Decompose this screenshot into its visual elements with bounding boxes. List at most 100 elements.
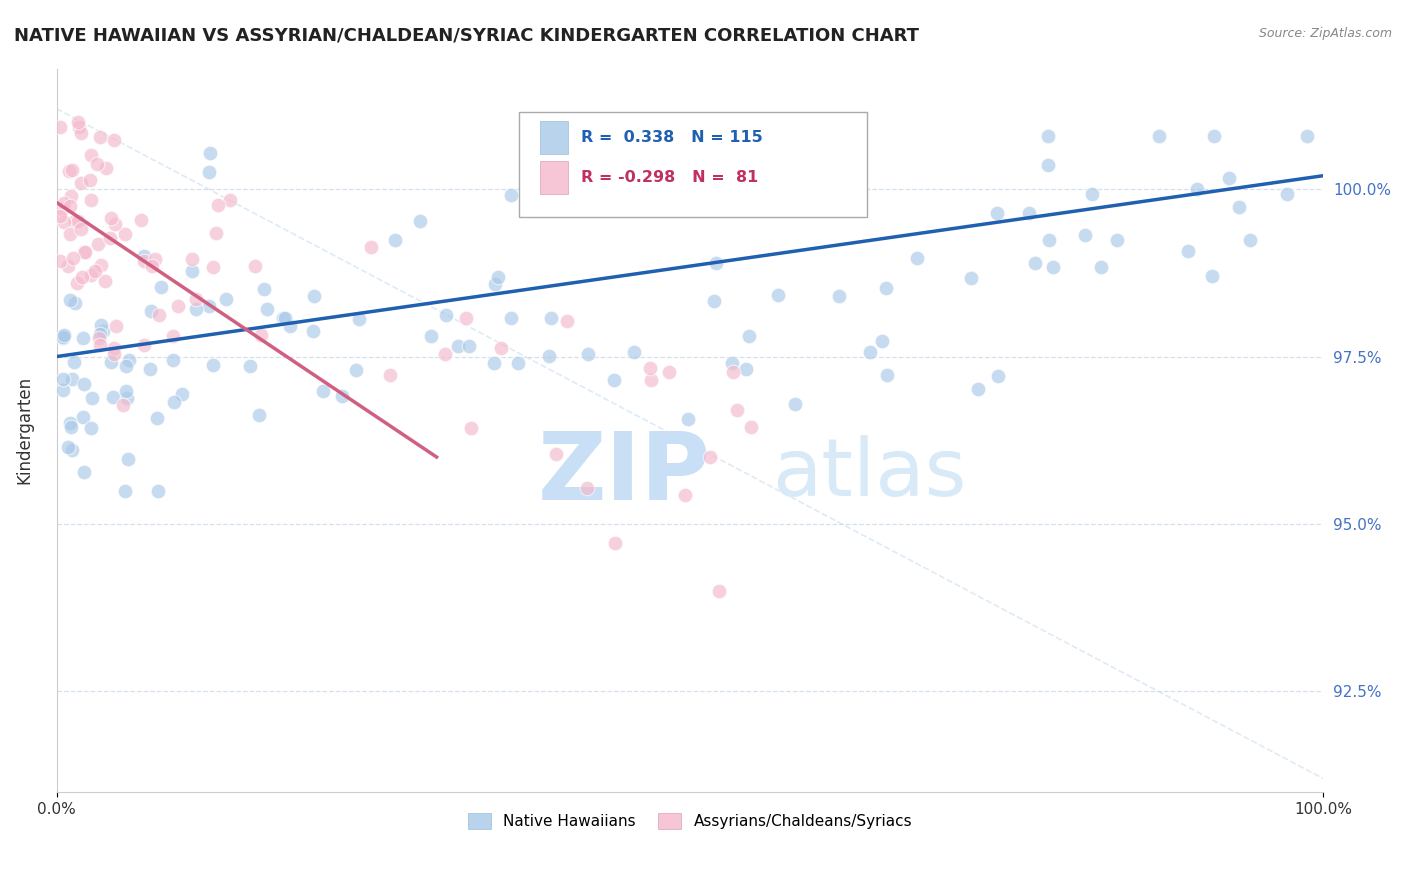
Point — [508, 356, 530, 370]
Point — [172, 387, 194, 401]
Point — [434, 347, 457, 361]
Point — [540, 311, 562, 326]
Point — [725, 402, 748, 417]
Point — [49, 120, 72, 134]
Point — [148, 308, 170, 322]
Point — [87, 236, 110, 251]
Point — [186, 302, 208, 317]
Point — [766, 288, 789, 302]
Point — [53, 327, 76, 342]
Point — [129, 213, 152, 227]
Point — [79, 173, 101, 187]
Point — [80, 268, 103, 282]
Point — [1018, 206, 1040, 220]
Point — [101, 390, 124, 404]
Point — [198, 299, 221, 313]
Point — [60, 189, 83, 203]
Point — [876, 368, 898, 382]
Point — [80, 147, 103, 161]
Point — [1081, 187, 1104, 202]
Point — [544, 447, 567, 461]
Point — [115, 391, 138, 405]
Point — [436, 308, 458, 322]
Point — [56, 440, 79, 454]
Point — [180, 252, 202, 267]
Point — [256, 302, 278, 317]
Point — [139, 304, 162, 318]
Point — [94, 274, 117, 288]
Point — [62, 355, 84, 369]
Point — [576, 347, 599, 361]
Point — [66, 276, 89, 290]
Point — [603, 373, 626, 387]
Point — [301, 324, 323, 338]
Point — [302, 289, 325, 303]
Point — [59, 199, 82, 213]
Point — [58, 416, 80, 430]
Point — [201, 358, 224, 372]
Point — [250, 327, 273, 342]
Point — [89, 338, 111, 352]
Point — [785, 397, 807, 411]
Point — [658, 365, 681, 379]
Point — [347, 311, 370, 326]
Point — [239, 359, 262, 373]
Point — [98, 231, 121, 245]
Point — [1024, 256, 1046, 270]
Point — [115, 384, 138, 399]
Point — [875, 281, 897, 295]
Point — [181, 263, 204, 277]
Point — [90, 258, 112, 272]
Point — [703, 293, 725, 308]
Point — [70, 222, 93, 236]
FancyBboxPatch shape — [519, 112, 868, 217]
Point — [219, 194, 242, 208]
Point — [312, 384, 335, 399]
Point — [1090, 260, 1112, 274]
Point — [67, 213, 90, 227]
Point — [58, 259, 80, 273]
Point — [1185, 182, 1208, 196]
Point — [734, 362, 756, 376]
Point — [344, 363, 367, 377]
Point — [201, 260, 224, 274]
Point — [90, 318, 112, 333]
Point — [115, 359, 138, 373]
Point — [491, 342, 513, 356]
Point — [420, 329, 443, 343]
Point — [575, 481, 598, 495]
Point — [89, 331, 111, 345]
Point — [114, 483, 136, 498]
Point — [1227, 200, 1250, 214]
Point — [150, 279, 173, 293]
Point — [484, 277, 506, 291]
FancyBboxPatch shape — [540, 161, 568, 194]
Text: Source: ZipAtlas.com: Source: ZipAtlas.com — [1258, 27, 1392, 40]
Point — [673, 488, 696, 502]
Point — [163, 395, 186, 409]
Point — [62, 251, 84, 265]
Point — [762, 144, 785, 158]
Point — [132, 254, 155, 268]
Point — [1239, 233, 1261, 247]
Point — [58, 163, 80, 178]
Point — [141, 260, 163, 274]
Point — [1074, 227, 1097, 242]
Point — [49, 254, 72, 268]
Point — [378, 368, 401, 382]
Point — [207, 198, 229, 212]
Point — [69, 126, 91, 140]
Point — [555, 314, 578, 328]
Point — [67, 120, 90, 134]
Point — [60, 162, 83, 177]
Point — [1177, 244, 1199, 258]
Point — [1042, 260, 1064, 274]
Point — [100, 211, 122, 225]
Point — [959, 270, 981, 285]
Point — [486, 269, 509, 284]
Point — [204, 226, 226, 240]
Point — [60, 443, 83, 458]
Point — [360, 240, 382, 254]
Point — [89, 326, 111, 341]
Point — [1296, 128, 1319, 143]
